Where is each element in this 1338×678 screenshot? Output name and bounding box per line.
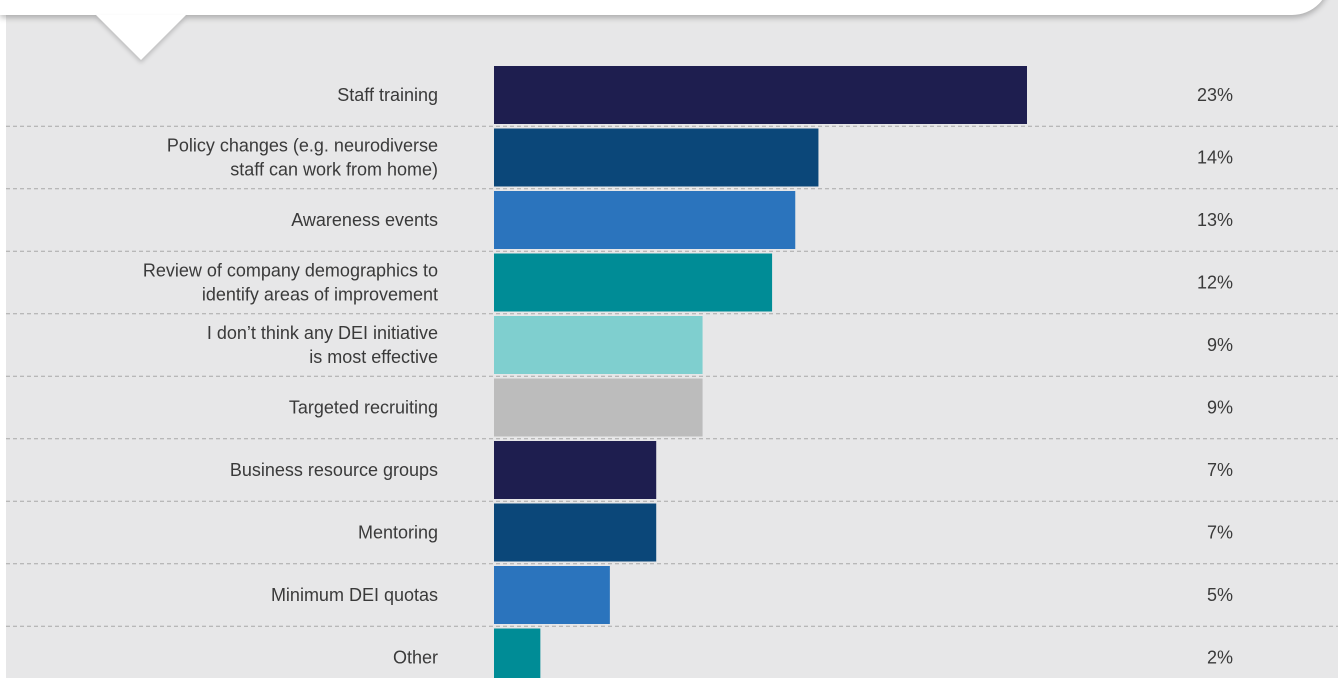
value-label-9: 2% [1207, 648, 1233, 668]
value-label-6: 7% [1207, 460, 1233, 480]
bar-2 [494, 191, 796, 249]
value-label-8: 5% [1207, 585, 1233, 605]
value-label-3: 12% [1197, 273, 1233, 293]
value-label-1: 14% [1197, 148, 1233, 168]
value-label-0: 23% [1197, 85, 1233, 105]
category-label-2: Awareness events [291, 210, 438, 230]
category-label-9: Other [393, 648, 438, 668]
bar-6 [494, 441, 657, 499]
category-label-0: Staff training [337, 85, 438, 105]
category-label-4-line-0: I don’t think any DEI initiative [207, 323, 438, 343]
bar-8 [494, 566, 610, 624]
bar-1 [494, 128, 819, 187]
category-label-6: Business resource groups [230, 460, 438, 480]
category-label-7: Mentoring [358, 523, 438, 543]
value-label-7: 7% [1207, 523, 1233, 543]
bar-4 [494, 316, 703, 374]
bar-5 [494, 378, 703, 437]
category-label-3-line-1: identify areas of improvement [202, 285, 438, 305]
bar-7 [494, 503, 657, 562]
category-label-1-line-1: staff can work from home) [230, 160, 438, 180]
bar-9 [494, 628, 541, 678]
bar-3 [494, 253, 773, 312]
category-label-5: Targeted recruiting [289, 398, 438, 418]
callout-box [0, 0, 1330, 15]
bar-0 [494, 66, 1027, 124]
value-label-2: 13% [1197, 210, 1233, 230]
category-label-4-line-1: is most effective [309, 347, 438, 367]
category-label-1-line-0: Policy changes (e.g. neurodiverse [167, 136, 438, 156]
category-label-8: Minimum DEI quotas [271, 585, 438, 605]
value-label-4: 9% [1207, 335, 1233, 355]
value-label-5: 9% [1207, 398, 1233, 418]
category-label-3-line-0: Review of company demographics to [143, 261, 438, 281]
callout-pointer [96, 15, 186, 60]
